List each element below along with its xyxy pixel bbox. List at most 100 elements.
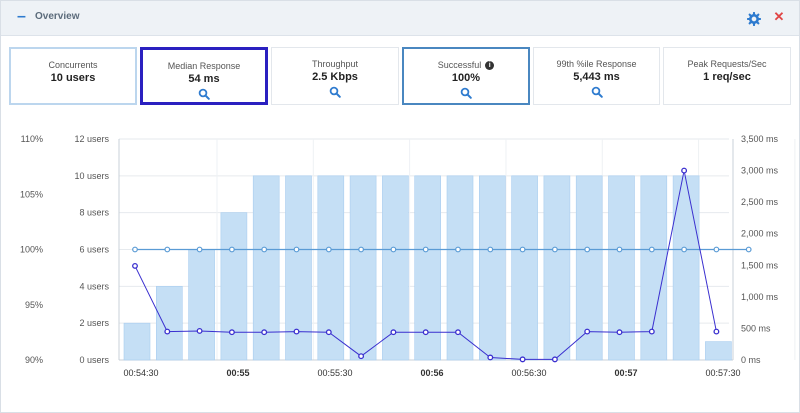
card-99th-percentile[interactable]: 99th %ile Response 5,443 ms: [533, 47, 660, 105]
user-bar: [188, 249, 215, 361]
response-point: [228, 329, 235, 336]
user-bar: [285, 175, 312, 361]
response-point: [648, 328, 655, 335]
user-bar: [511, 175, 538, 361]
response-point: [681, 167, 688, 174]
card-label: Peak Requests/Sec: [687, 59, 767, 69]
user-bar: [640, 175, 668, 361]
user-bar: [575, 175, 603, 361]
card-concurrents[interactable]: Concurrents 10 users: [9, 47, 137, 105]
user-bar: [446, 175, 474, 361]
response-point: [325, 329, 332, 336]
success-point: [745, 246, 752, 253]
user-bar: [382, 175, 409, 361]
card-successful[interactable]: Successful i 100%: [402, 47, 530, 105]
user-bar: [156, 286, 183, 361]
success-point: [681, 246, 687, 253]
response-point: [487, 354, 494, 361]
success-point: [519, 246, 526, 253]
user-bar: [672, 175, 700, 361]
success-point: [487, 246, 494, 253]
success-point: [422, 246, 429, 253]
response-point: [584, 328, 591, 335]
x-tick-label: 00:56:30: [511, 368, 546, 378]
response-point: [713, 328, 720, 335]
success-point: [455, 246, 461, 253]
success-point: [132, 246, 138, 253]
response-point: [390, 329, 397, 336]
response-point: [455, 329, 461, 336]
x-tick-label: 00:55: [226, 368, 249, 378]
user-bar: [478, 175, 506, 361]
success-point: [648, 246, 655, 253]
card-label: Median Response: [167, 61, 241, 71]
success-point: [293, 246, 300, 253]
response-point: [551, 356, 558, 363]
search-icon[interactable]: [591, 86, 603, 98]
ms-tick-label: 1,500 ms: [741, 260, 779, 270]
x-tick-label: 00:57: [614, 368, 637, 378]
users-tick-label: 0 users: [79, 355, 109, 365]
users-tick-label: 12 users: [74, 134, 109, 144]
overview-chart: 110% 105% 100% 95% 90% 12 users 10 users 8 user…: [20, 134, 796, 378]
success-point: [261, 246, 268, 253]
user-bar: [608, 175, 635, 361]
success-point: [390, 246, 397, 253]
success-point: [616, 246, 623, 253]
users-tick-label: 10 users: [74, 171, 109, 181]
user-bar: [414, 175, 442, 361]
x-tick-label: 00:56: [420, 368, 443, 378]
pct-tick-label: 100%: [20, 245, 43, 255]
gear-icon[interactable]: [747, 12, 761, 26]
search-icon[interactable]: [329, 86, 341, 98]
panel-title: Overview: [35, 11, 80, 22]
response-point: [132, 262, 138, 269]
search-icon[interactable]: [198, 88, 210, 100]
card-value: 5,443 ms: [573, 71, 620, 83]
panel-header: – Overview ✕: [1, 1, 799, 36]
user-bar: [349, 175, 377, 361]
minus-icon[interactable]: –: [17, 8, 26, 25]
success-point: [584, 246, 591, 253]
success-point: [552, 246, 558, 253]
card-label: Concurrents: [48, 60, 98, 70]
success-point: [713, 246, 720, 253]
ms-tick-label: 3,000 ms: [741, 166, 779, 176]
card-label-text: Successful: [437, 60, 482, 70]
x-tick-label: 00:54:30: [123, 368, 158, 378]
ms-tick-label: 1,000 ms: [741, 292, 779, 302]
x-tick-label: 00:55:30: [317, 368, 352, 378]
response-point: [196, 328, 203, 334]
success-point: [196, 246, 203, 253]
response-point: [519, 356, 526, 363]
success-point: [358, 246, 365, 253]
response-point: [164, 328, 171, 335]
ms-tick-label: 500 ms: [741, 323, 771, 333]
card-throughput[interactable]: Throughput 2.5 Kbps: [271, 47, 399, 105]
card-label: 99th %ile Response: [556, 59, 637, 69]
card-median-response[interactable]: Median Response 54 ms: [140, 47, 268, 105]
response-point: [616, 329, 623, 336]
users-tick-label: 2 users: [79, 318, 109, 328]
info-icon[interactable]: i: [485, 60, 495, 70]
ms-tick-label: 2,000 ms: [741, 229, 779, 239]
users-tick-label: 8 users: [79, 208, 109, 218]
card-value: 100%: [451, 72, 481, 84]
card-peak-requests[interactable]: Peak Requests/Sec 1 req/sec: [663, 47, 791, 105]
response-point: [422, 329, 429, 336]
response-point: [358, 353, 365, 360]
ms-tick-label: 2,500 ms: [741, 197, 779, 207]
search-icon[interactable]: [460, 87, 472, 99]
pct-tick-label: 95%: [25, 300, 43, 310]
user-bar: [317, 175, 345, 361]
success-point: [325, 246, 332, 253]
card-value: 2.5 Kbps: [312, 71, 358, 83]
users-tick-label: 6 users: [79, 245, 109, 255]
response-point: [293, 328, 300, 335]
metric-cards: Concurrents 10 users Median Response 54 …: [9, 47, 791, 105]
x-tick-label: 00:57:30: [705, 368, 740, 378]
user-bar: [543, 175, 571, 361]
pct-tick-label: 105%: [20, 189, 43, 199]
close-icon[interactable]: ✕: [773, 9, 785, 24]
